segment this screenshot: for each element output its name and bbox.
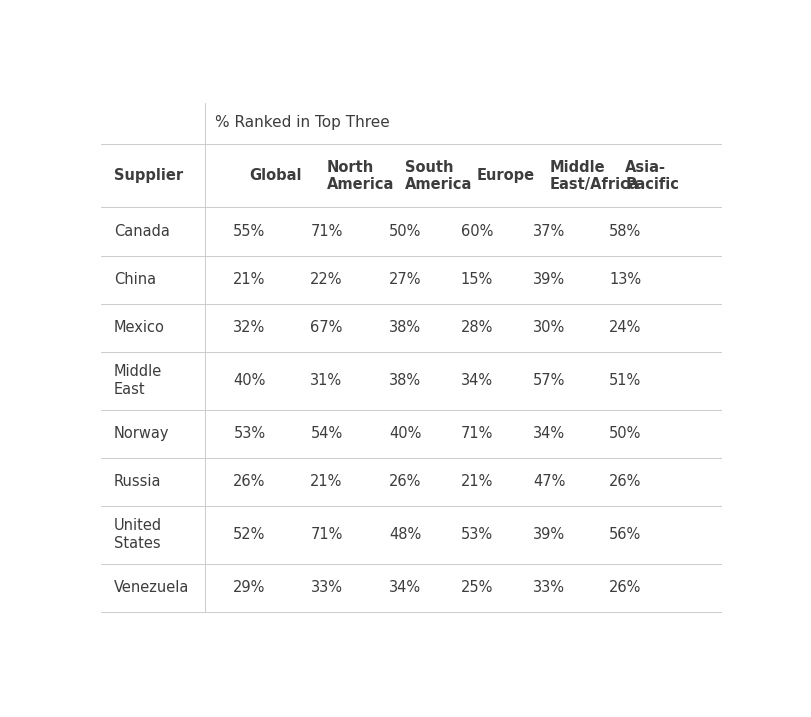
- Text: 26%: 26%: [608, 580, 641, 595]
- Text: South
America: South America: [405, 160, 472, 192]
- Text: 26%: 26%: [388, 474, 421, 489]
- Text: 55%: 55%: [233, 224, 265, 239]
- Text: Middle
East: Middle East: [114, 364, 162, 397]
- Text: 56%: 56%: [608, 527, 641, 542]
- Text: 21%: 21%: [233, 272, 265, 287]
- Text: 24%: 24%: [608, 320, 641, 335]
- Text: 34%: 34%: [388, 580, 421, 595]
- Text: 57%: 57%: [532, 373, 564, 388]
- Text: 26%: 26%: [608, 474, 641, 489]
- Text: 15%: 15%: [460, 272, 492, 287]
- Text: Middle
East/Africa: Middle East/Africa: [548, 160, 638, 192]
- Text: 60%: 60%: [460, 224, 492, 239]
- Text: 52%: 52%: [233, 527, 265, 542]
- Text: 34%: 34%: [461, 373, 492, 388]
- Text: Global: Global: [249, 168, 302, 184]
- Text: 39%: 39%: [533, 527, 564, 542]
- Text: 47%: 47%: [532, 474, 564, 489]
- Text: China: China: [114, 272, 156, 287]
- Text: 71%: 71%: [310, 224, 342, 239]
- Text: Norway: Norway: [114, 426, 169, 441]
- Text: 58%: 58%: [608, 224, 641, 239]
- Text: Russia: Russia: [114, 474, 161, 489]
- Text: 32%: 32%: [233, 320, 265, 335]
- Text: 21%: 21%: [310, 474, 342, 489]
- Text: 33%: 33%: [310, 580, 342, 595]
- Text: 28%: 28%: [460, 320, 492, 335]
- Text: 31%: 31%: [310, 373, 342, 388]
- Text: 40%: 40%: [388, 426, 421, 441]
- Text: 38%: 38%: [388, 373, 421, 388]
- Text: 27%: 27%: [388, 272, 421, 287]
- Text: 53%: 53%: [233, 426, 265, 441]
- Text: 71%: 71%: [460, 426, 492, 441]
- Text: 53%: 53%: [461, 527, 492, 542]
- Text: 34%: 34%: [533, 426, 564, 441]
- Text: 51%: 51%: [608, 373, 641, 388]
- Text: 21%: 21%: [460, 474, 492, 489]
- Text: 39%: 39%: [533, 272, 564, 287]
- Text: United
States: United States: [114, 518, 162, 551]
- Text: 48%: 48%: [388, 527, 421, 542]
- Text: 22%: 22%: [310, 272, 342, 287]
- Text: Supplier: Supplier: [114, 168, 183, 184]
- Text: 30%: 30%: [533, 320, 564, 335]
- Text: Europe: Europe: [476, 168, 534, 184]
- Text: 13%: 13%: [608, 272, 641, 287]
- Text: 29%: 29%: [233, 580, 265, 595]
- Text: 50%: 50%: [388, 224, 421, 239]
- Text: 50%: 50%: [608, 426, 641, 441]
- Text: 25%: 25%: [460, 580, 492, 595]
- Text: 26%: 26%: [233, 474, 265, 489]
- Text: Mexico: Mexico: [114, 320, 165, 335]
- Text: 71%: 71%: [310, 527, 342, 542]
- Text: 33%: 33%: [533, 580, 564, 595]
- Text: Asia-
Pacific: Asia- Pacific: [624, 160, 679, 192]
- Text: North
America: North America: [326, 160, 393, 192]
- Text: 40%: 40%: [233, 373, 265, 388]
- Text: Venezuela: Venezuela: [114, 580, 189, 595]
- Text: 54%: 54%: [310, 426, 342, 441]
- Text: 37%: 37%: [533, 224, 564, 239]
- Text: 38%: 38%: [388, 320, 421, 335]
- Text: Canada: Canada: [114, 224, 169, 239]
- Text: % Ranked in Top Three: % Ranked in Top Three: [214, 115, 389, 130]
- Text: 67%: 67%: [310, 320, 342, 335]
